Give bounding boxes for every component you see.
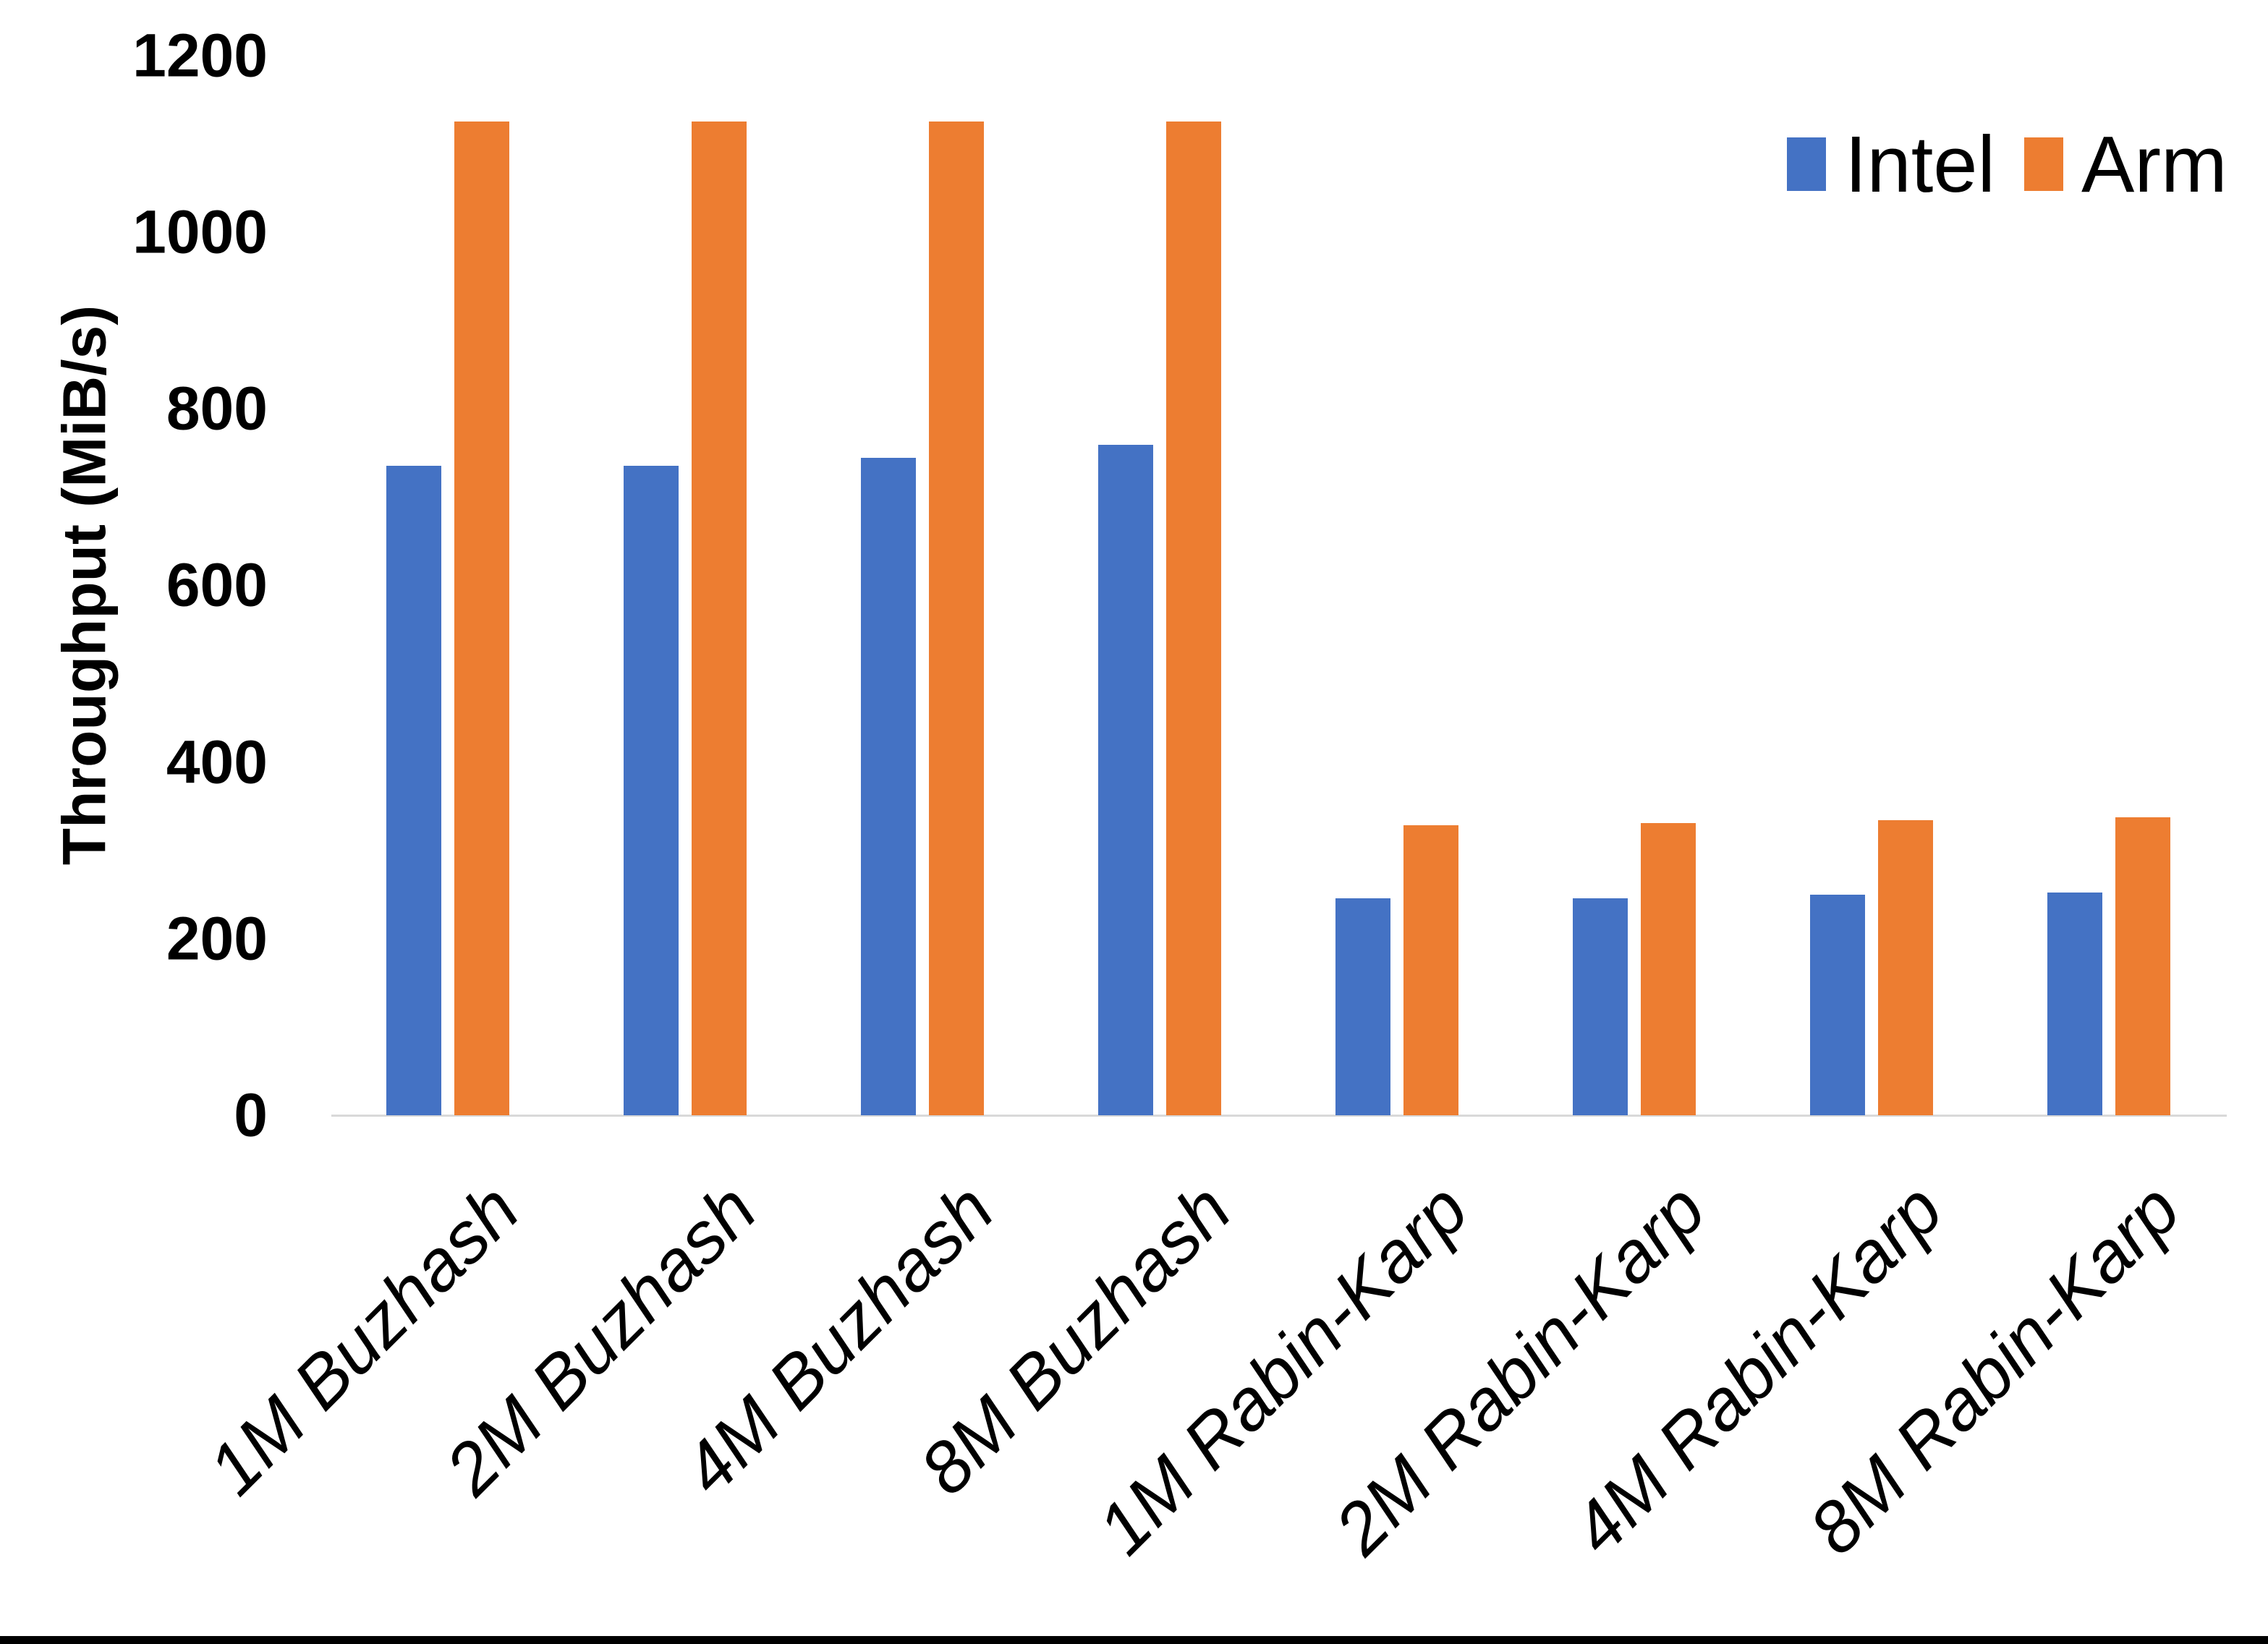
legend-swatch-arm bbox=[2024, 137, 2063, 191]
bar-intel-5 bbox=[1335, 898, 1390, 1115]
bar-arm-3 bbox=[929, 122, 984, 1115]
bar-arm-2 bbox=[692, 122, 747, 1115]
y-tick-label: 800 bbox=[166, 374, 268, 443]
bar-intel-2 bbox=[624, 466, 679, 1115]
bar-intel-3 bbox=[861, 458, 916, 1115]
bar-intel-6 bbox=[1573, 898, 1628, 1115]
bar-intel-7 bbox=[1810, 894, 1865, 1115]
x-axis-line bbox=[331, 1115, 2227, 1117]
bar-intel-4 bbox=[1098, 445, 1153, 1115]
bar-intel-8 bbox=[2047, 893, 2102, 1115]
y-tick-label: 200 bbox=[166, 904, 268, 973]
y-tick-label: 400 bbox=[166, 728, 268, 796]
bar-arm-5 bbox=[1403, 825, 1458, 1115]
legend-label-intel: Intel bbox=[1845, 119, 1995, 209]
legend-label-arm: Arm bbox=[2081, 119, 2227, 209]
bar-arm-1 bbox=[454, 122, 509, 1115]
bar-arm-8 bbox=[2115, 817, 2170, 1115]
y-tick-label: 1000 bbox=[132, 197, 268, 266]
bar-arm-6 bbox=[1641, 822, 1696, 1115]
y-tick-label: 600 bbox=[166, 550, 268, 619]
y-tick-label: 1200 bbox=[132, 21, 268, 89]
legend-swatch-intel bbox=[1787, 137, 1826, 191]
bar-arm-7 bbox=[1878, 820, 1933, 1115]
y-tick-label: 0 bbox=[234, 1081, 268, 1149]
bottom-border bbox=[0, 1636, 2268, 1644]
bar-intel-1 bbox=[386, 466, 441, 1115]
bar-arm-4 bbox=[1166, 122, 1221, 1115]
y-axis-title: Throughput (MiB/s) bbox=[50, 304, 119, 866]
